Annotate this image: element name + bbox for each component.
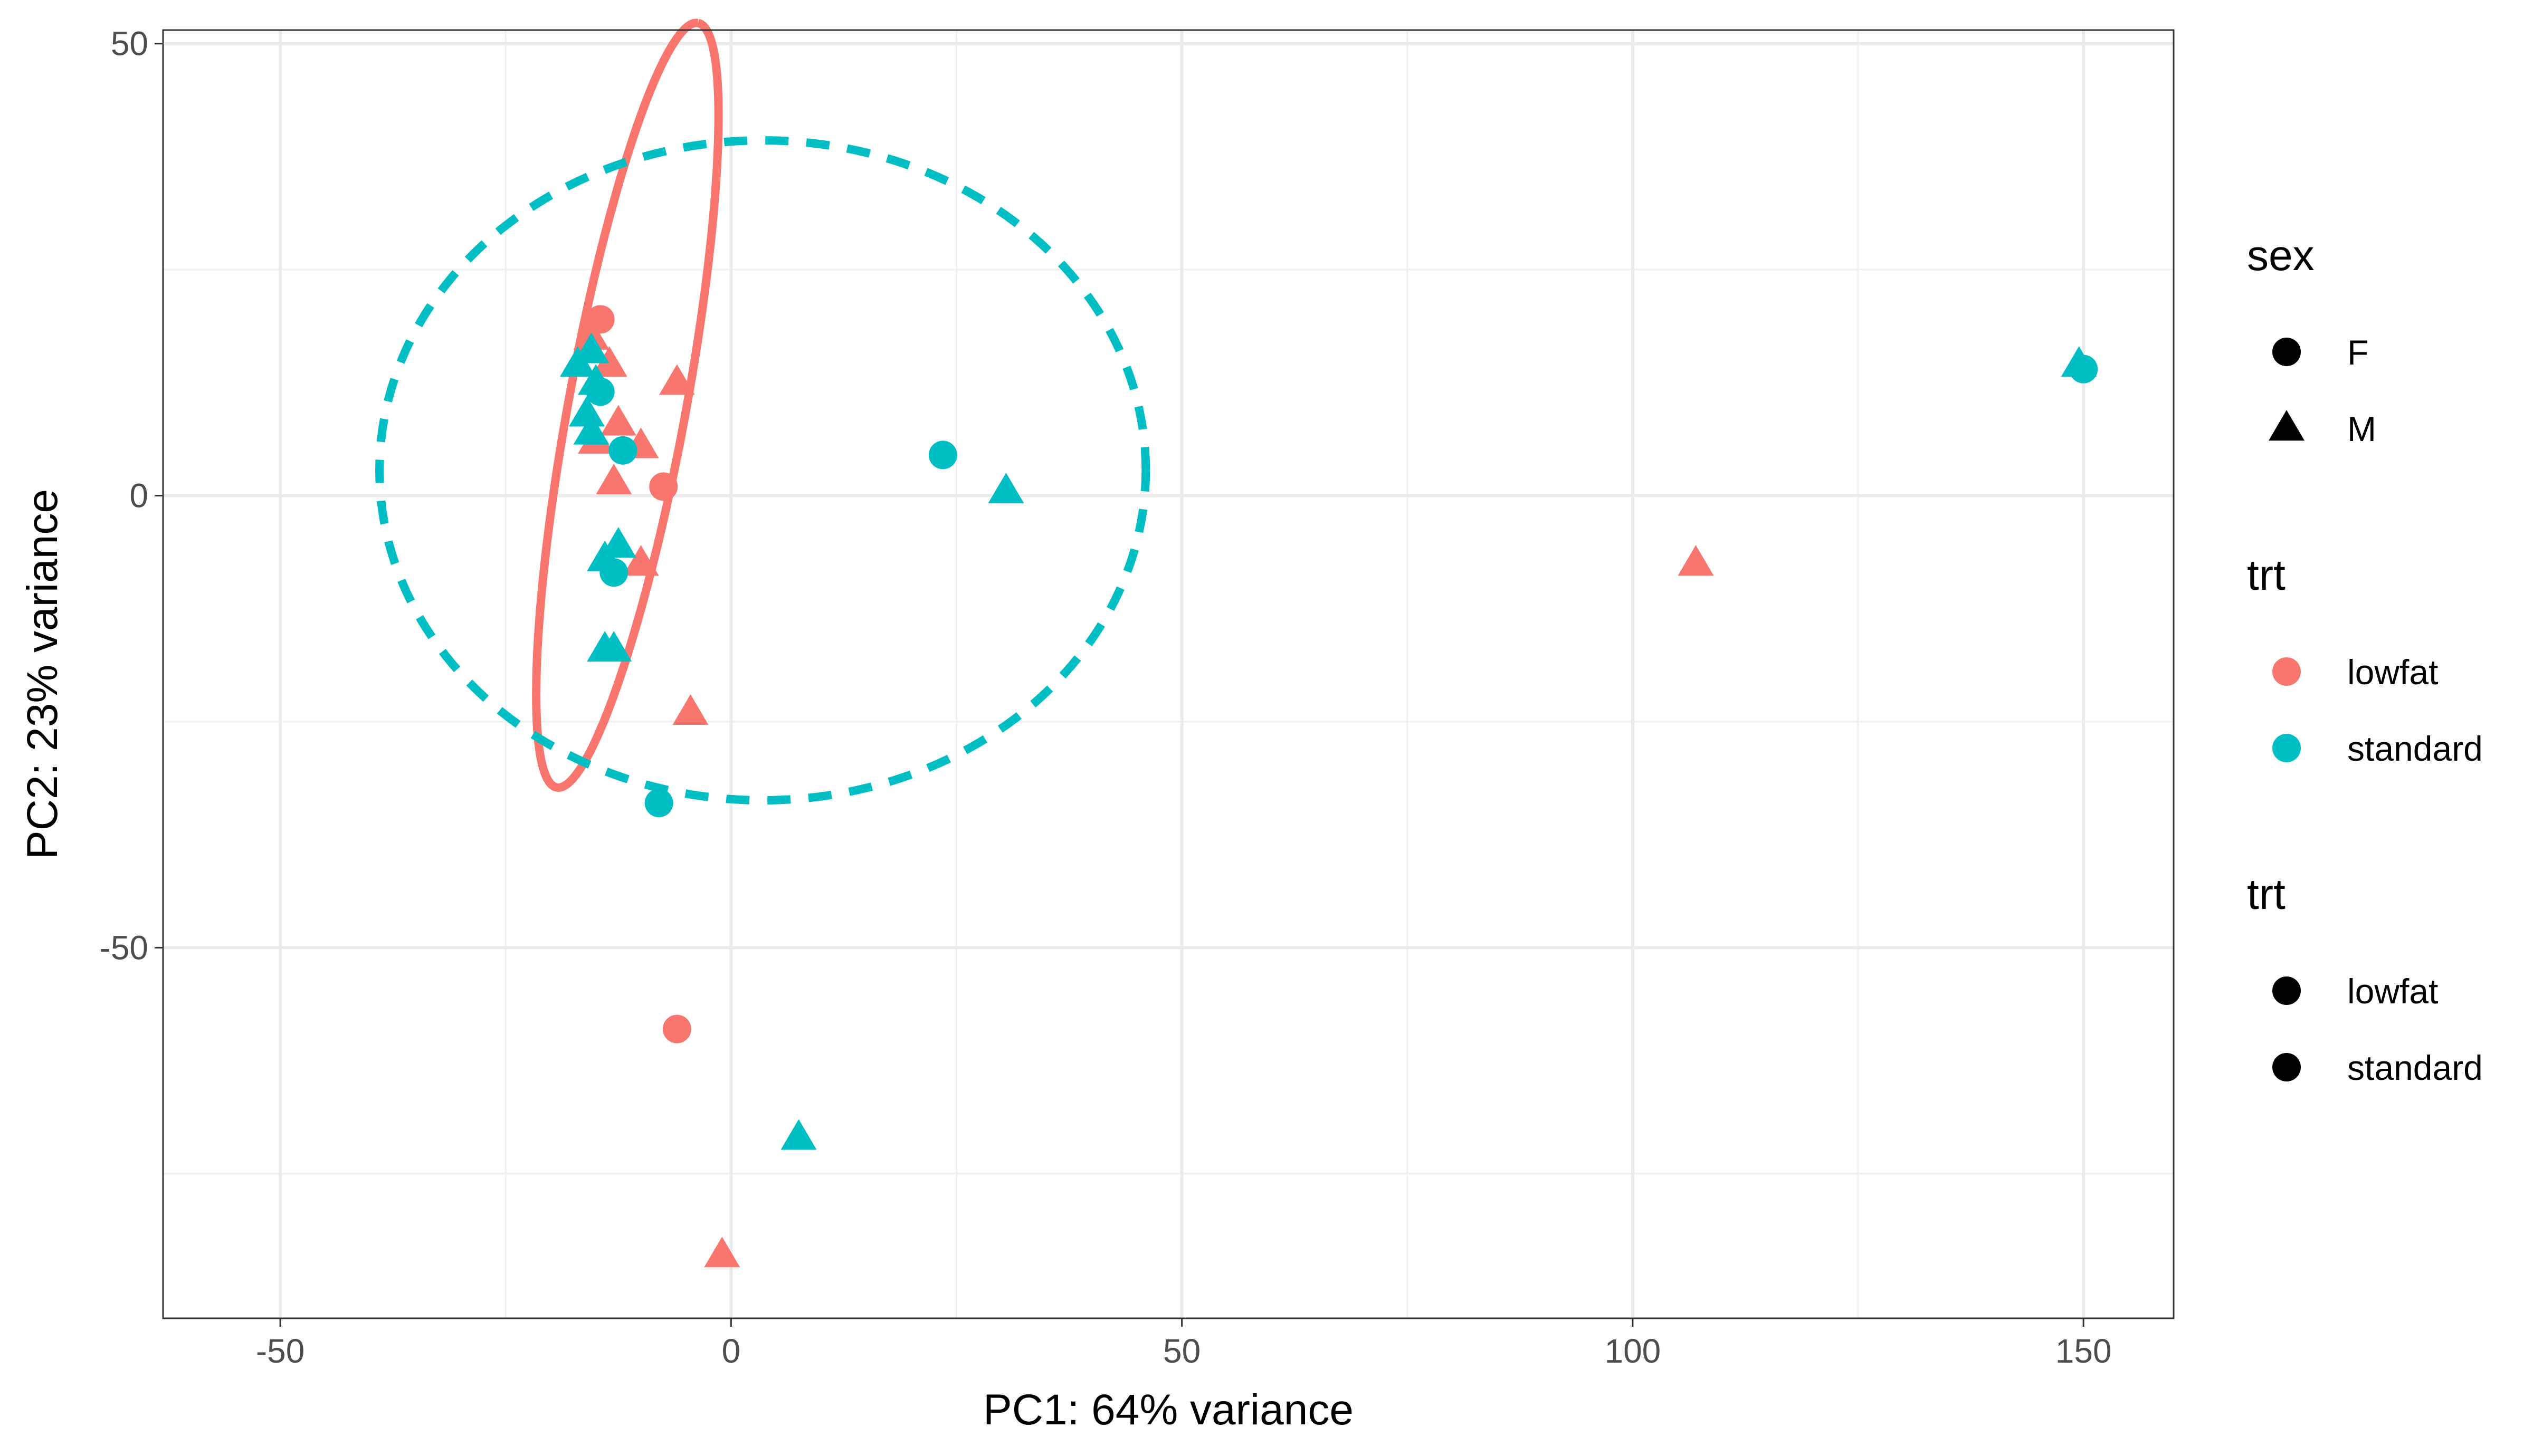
legend-label: lowfat: [2347, 653, 2438, 692]
data-point-standard-triangle: [578, 364, 614, 395]
legend-label: standard: [2347, 729, 2483, 768]
y-tick-label: 50: [111, 25, 148, 63]
y-axis: 50 0 -50: [100, 25, 163, 966]
panel-border: [162, 29, 2175, 1319]
data-point-standard-triangle: [587, 540, 623, 571]
data-point-lowfat-triangle: [600, 405, 636, 436]
data-point-lowfat-triangle: [591, 346, 627, 377]
legend-key-circle: [2272, 1053, 2301, 1081]
legend-group-trt: trt lowfat standard: [2247, 870, 2483, 1087]
data-point-standard-triangle: [596, 631, 632, 662]
data-point-lowfat-circle: [662, 1014, 691, 1043]
data-point-standard-circle: [608, 436, 637, 465]
legend-key-triangle: [2269, 410, 2305, 441]
ellipse-lowfat: [532, 18, 723, 792]
ellipse-standard: [375, 136, 1150, 805]
data-point-standard-circle: [644, 789, 673, 818]
legend-key-circle: [2272, 657, 2301, 686]
x-tick-label: 100: [1604, 1332, 1661, 1370]
x-tick-label: -50: [256, 1332, 305, 1370]
data-point-lowfat-triangle: [659, 364, 695, 395]
data-point-lowfat-triangle: [1678, 545, 1714, 576]
x-axis: -50 0 50 100 150: [256, 1318, 2112, 1370]
legend-label: standard: [2347, 1048, 2483, 1087]
minor-gridlines: [163, 30, 2174, 1318]
legend-key-circle: [2272, 976, 2301, 1005]
x-tick-label: 50: [1163, 1332, 1201, 1370]
legend-group-sex: sex FM: [2247, 232, 2376, 448]
data-point-standard-triangle: [2061, 346, 2097, 377]
legend-label: F: [2347, 333, 2368, 372]
x-tick-label: 0: [722, 1332, 741, 1370]
major-gridlines: [163, 30, 2174, 1318]
legend-group-trt: trt lowfat standard: [2247, 551, 2483, 768]
legend-label: M: [2347, 409, 2376, 448]
x-axis-title: PC1: 64% variance: [983, 1386, 1354, 1434]
data-point-lowfat-circle: [649, 472, 678, 501]
data-point-standard-triangle: [569, 396, 605, 427]
legend-key-circle: [2272, 338, 2301, 366]
legend-key-circle: [2272, 734, 2301, 762]
data-point-lowfat-triangle: [672, 694, 709, 725]
data-point-lowfat-triangle: [596, 464, 632, 495]
data-point-standard-triangle: [559, 346, 596, 377]
legend-title: trt: [2247, 870, 2286, 918]
data-point-lowfat-triangle: [623, 545, 659, 576]
y-tick-label: 0: [129, 477, 148, 515]
data-point-standard-circle: [928, 440, 957, 470]
data-point-standard-triangle: [780, 1119, 817, 1150]
legend-title: trt: [2247, 551, 2286, 599]
legend-title: sex: [2247, 232, 2315, 280]
data-point-lowfat-triangle: [704, 1237, 740, 1268]
data-point-standard-triangle: [573, 414, 610, 445]
legend-label: lowfat: [2347, 972, 2438, 1011]
y-tick-label: -50: [100, 928, 149, 966]
point-layer: [559, 305, 2098, 1268]
y-axis-title: PC2: 23% variance: [18, 489, 66, 859]
ellipse-layer: [375, 18, 1150, 805]
x-tick-label: 150: [2055, 1332, 2112, 1370]
data-point-standard-triangle: [988, 473, 1024, 504]
